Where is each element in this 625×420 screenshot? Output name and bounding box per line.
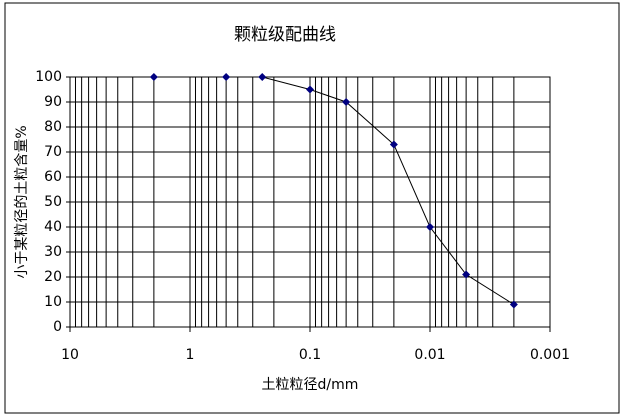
data-point bbox=[149, 73, 158, 81]
data-point bbox=[462, 270, 471, 279]
x-tick-label: 0.01 bbox=[414, 347, 445, 363]
data-point bbox=[509, 300, 518, 309]
y-axis-label: 小于某粒径的土粒含量% bbox=[14, 125, 30, 278]
y-tick-label: 0 bbox=[53, 319, 62, 335]
y-tick-label: 40 bbox=[44, 219, 62, 235]
x-tick-label: 0.1 bbox=[299, 347, 321, 363]
y-tick-label: 20 bbox=[44, 269, 62, 285]
data-point bbox=[306, 85, 314, 94]
data-point bbox=[389, 140, 398, 149]
y-tick-label: 30 bbox=[44, 244, 62, 260]
y-tick-label: 90 bbox=[44, 94, 62, 110]
y-tick-label: 60 bbox=[44, 169, 62, 185]
data-point bbox=[258, 73, 267, 81]
data-point bbox=[426, 223, 434, 231]
y-tick-label: 70 bbox=[44, 144, 62, 160]
data-point bbox=[342, 98, 351, 106]
y-tick-label: 10 bbox=[44, 294, 62, 310]
chart-title: 颗粒级配曲线 bbox=[234, 25, 336, 45]
y-tick-label: 100 bbox=[35, 69, 62, 85]
y-tick-label: 80 bbox=[44, 119, 62, 135]
x-axis-label: 土粒粒径d/mm bbox=[262, 377, 359, 393]
x-tick-label: 1 bbox=[186, 347, 195, 363]
y-tick-label: 50 bbox=[44, 194, 62, 210]
x-tick-label: 10 bbox=[61, 347, 79, 363]
plot-area bbox=[69, 76, 551, 328]
x-tick-label: 0.001 bbox=[530, 347, 570, 363]
data-point bbox=[222, 73, 231, 81]
chart-frame bbox=[4, 2, 620, 414]
